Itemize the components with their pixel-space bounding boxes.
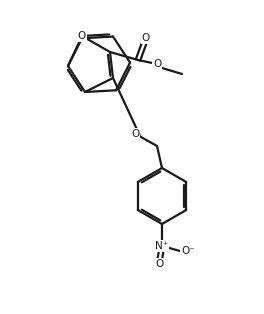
Text: O⁻: O⁻: [181, 246, 195, 256]
Text: O: O: [142, 33, 150, 43]
Text: O: O: [78, 31, 86, 41]
Text: O: O: [153, 59, 161, 69]
Text: O: O: [131, 129, 139, 139]
Text: N⁺: N⁺: [155, 241, 169, 251]
Text: O: O: [155, 259, 163, 269]
